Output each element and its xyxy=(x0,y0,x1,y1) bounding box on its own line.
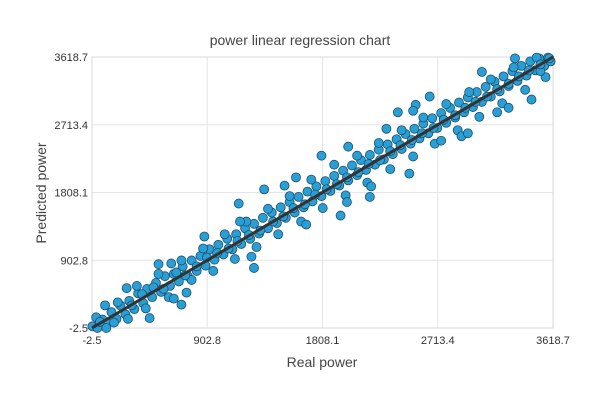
data-point xyxy=(168,293,179,304)
x-axis-label: Real power xyxy=(287,354,358,370)
data-point xyxy=(404,168,415,179)
data-point xyxy=(112,297,123,308)
data-point xyxy=(343,141,354,152)
data-point xyxy=(101,323,112,333)
data-point xyxy=(301,219,312,230)
data-point xyxy=(424,91,435,102)
data-point xyxy=(258,212,268,223)
data-point xyxy=(275,202,286,213)
data-point xyxy=(121,283,132,294)
data-point xyxy=(408,151,419,162)
data-point xyxy=(320,176,331,187)
data-point xyxy=(364,191,375,202)
data-point xyxy=(230,254,240,264)
data-point xyxy=(464,87,475,97)
data-point xyxy=(208,266,219,276)
data-point xyxy=(508,62,519,73)
data-point xyxy=(284,191,295,201)
data-point xyxy=(492,107,503,118)
data-point xyxy=(480,81,491,92)
regression-line xyxy=(91,55,554,330)
data-point xyxy=(409,123,420,134)
x-axis-ticks: -2.5 902.8 1808.1 2713.4 3618.7 xyxy=(83,335,570,347)
data-point xyxy=(352,150,363,161)
data-point xyxy=(123,313,133,324)
data-point xyxy=(273,229,284,240)
data-point xyxy=(347,160,357,171)
plot-area-frame xyxy=(91,56,554,329)
data-point xyxy=(213,239,224,250)
data-point xyxy=(317,203,328,213)
data-point xyxy=(366,181,377,192)
y-tick-label: 3618.7 xyxy=(54,52,88,64)
data-point xyxy=(293,191,304,202)
data-point xyxy=(251,242,262,252)
data-point xyxy=(462,128,473,139)
data-point xyxy=(503,102,514,113)
data-point xyxy=(153,259,164,270)
data-point xyxy=(181,287,192,298)
data-point xyxy=(144,313,155,323)
x-tick-label: -2.5 xyxy=(83,335,102,347)
data-point xyxy=(166,258,177,269)
data-point xyxy=(140,303,151,314)
data-point xyxy=(235,216,245,227)
data-point xyxy=(385,164,396,175)
data-point xyxy=(510,53,520,64)
data-point xyxy=(263,203,273,214)
chart-title: power linear regression chart xyxy=(210,32,391,48)
data-point xyxy=(441,99,452,109)
data-point xyxy=(526,94,537,105)
data-point xyxy=(335,210,346,221)
x-tick-label: 2713.4 xyxy=(421,335,455,347)
y-tick-label: -2.5 xyxy=(69,323,88,335)
data-point xyxy=(100,300,110,311)
x-tick-label: 902.8 xyxy=(193,335,221,347)
data-point xyxy=(329,159,340,170)
data-point xyxy=(219,229,230,240)
scatter-points xyxy=(87,52,556,333)
data-point xyxy=(199,231,210,242)
y-tick-label: 902.8 xyxy=(60,255,88,267)
data-point xyxy=(306,174,317,185)
data-point xyxy=(520,84,531,95)
y-tick-label: 2713.4 xyxy=(54,120,88,132)
data-point xyxy=(342,197,352,207)
y-axis-ticks: -2.5 902.8 1808.1 2713.4 3618.7 xyxy=(54,52,88,335)
data-point xyxy=(291,172,301,183)
data-point xyxy=(176,299,187,310)
x-tick-label: 3618.7 xyxy=(536,335,570,347)
y-axis-label: Predicted power xyxy=(33,142,49,244)
data-point xyxy=(392,107,403,118)
data-point xyxy=(436,135,447,146)
data-point xyxy=(408,105,419,116)
y-tick-label: 1808.1 xyxy=(54,188,88,200)
data-point xyxy=(427,113,438,124)
data-point xyxy=(364,150,375,160)
data-point xyxy=(373,138,384,148)
data-point xyxy=(279,180,290,191)
data-point xyxy=(109,317,119,328)
data-point xyxy=(176,255,187,266)
data-point xyxy=(316,150,327,161)
data-point xyxy=(396,125,407,136)
x-tick-label: 1808.1 xyxy=(306,335,340,347)
data-point xyxy=(259,184,270,195)
data-point xyxy=(474,111,485,122)
data-point xyxy=(131,281,142,291)
data-point xyxy=(381,123,392,134)
data-point xyxy=(329,170,340,181)
data-point xyxy=(198,243,208,254)
data-point xyxy=(249,263,259,273)
data-point xyxy=(476,66,487,77)
data-point xyxy=(454,97,464,108)
data-point xyxy=(418,112,429,123)
data-point xyxy=(498,71,509,82)
data-point xyxy=(153,269,164,279)
data-point xyxy=(233,198,244,209)
data-point xyxy=(485,74,496,85)
data-point xyxy=(246,251,257,262)
